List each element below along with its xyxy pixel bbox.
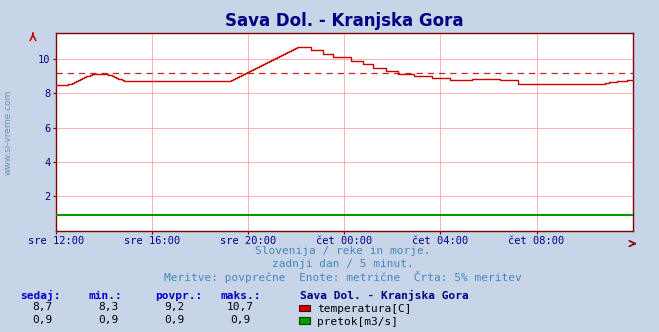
Text: Slovenija / reke in morje.: Slovenija / reke in morje.	[255, 246, 430, 256]
Text: 8,7: 8,7	[33, 302, 53, 312]
Text: 0,9: 0,9	[99, 315, 119, 325]
Title: Sava Dol. - Kranjska Gora: Sava Dol. - Kranjska Gora	[225, 12, 463, 30]
Text: maks.:: maks.:	[221, 291, 261, 301]
Text: 0,9: 0,9	[165, 315, 185, 325]
Text: 10,7: 10,7	[227, 302, 254, 312]
Text: temperatura[C]: temperatura[C]	[317, 304, 411, 314]
Text: zadnji dan / 5 minut.: zadnji dan / 5 minut.	[272, 259, 414, 269]
Text: 0,9: 0,9	[33, 315, 53, 325]
Text: sedaj:: sedaj:	[20, 290, 60, 301]
Text: pretok[m3/s]: pretok[m3/s]	[317, 317, 398, 327]
Text: 8,3: 8,3	[99, 302, 119, 312]
Text: min.:: min.:	[89, 291, 123, 301]
Text: www.si-vreme.com: www.si-vreme.com	[4, 90, 13, 176]
Text: Meritve: povprečne  Enote: metrične  Črta: 5% meritev: Meritve: povprečne Enote: metrične Črta:…	[164, 271, 521, 283]
Text: Sava Dol. - Kranjska Gora: Sava Dol. - Kranjska Gora	[300, 290, 469, 301]
Text: 0,9: 0,9	[231, 315, 250, 325]
Text: 9,2: 9,2	[165, 302, 185, 312]
Text: povpr.:: povpr.:	[155, 291, 202, 301]
